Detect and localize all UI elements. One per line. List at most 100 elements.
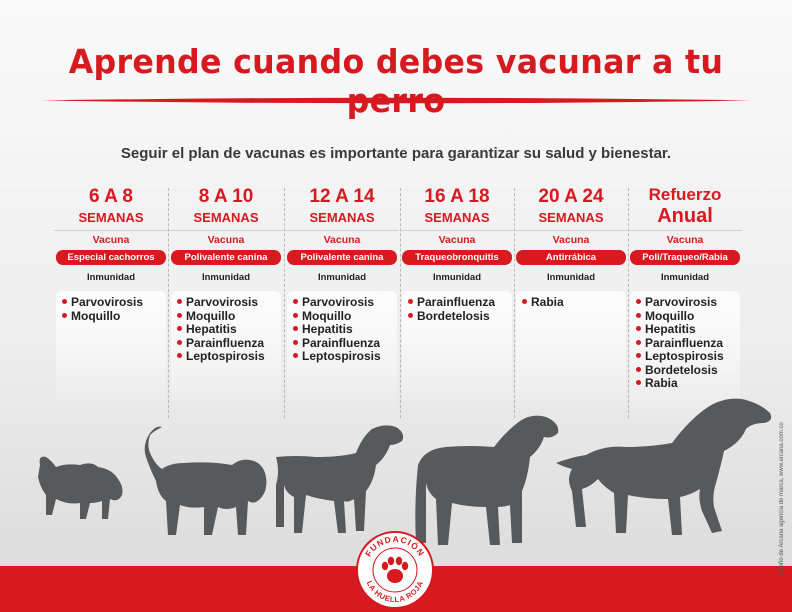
schedule-column-12-14-weeks: 12 A 14 SEMANAS Vacuna Polivalente canin… <box>285 186 399 426</box>
disease-item: Moquillo <box>62 309 166 324</box>
bullet-icon <box>177 326 182 331</box>
immunity-panel: Rabia <box>516 291 626 411</box>
immunity-panel: Parvovirosis Moquillo Hepatitis Parainfl… <box>287 291 397 411</box>
bullet-icon <box>636 312 641 318</box>
column-divider <box>628 188 629 418</box>
disease-item: Parainfluenza <box>408 295 512 310</box>
age-unit: SEMANAS <box>424 210 490 225</box>
bullet-icon <box>293 339 298 345</box>
vaccine-label: Vacuna <box>438 234 476 246</box>
age-range: 8 A 10 <box>198 186 254 207</box>
bullet-icon <box>62 299 67 304</box>
disease-item: Bordetelosis <box>636 363 740 378</box>
disease-item: Hepatitis <box>293 322 397 337</box>
schedule-column-6-8-weeks: 6 A 8 SEMANAS Vacuna Especial cachorros … <box>54 186 168 426</box>
disease-item: Parvovirosis <box>62 295 166 310</box>
separator <box>285 230 399 231</box>
vaccine-badge: Traqueobronquitis <box>402 250 512 265</box>
vaccine-label: Vacuna <box>666 234 704 246</box>
disease-item: Parainfluenza <box>636 336 740 351</box>
disease-item: Parvovirosis <box>293 295 397 310</box>
immunity-panel: Parvovirosis Moquillo Hepatitis Parainfl… <box>630 291 740 421</box>
credit-text: Diseño de Arcana agencia de marca, www.a… <box>779 422 785 576</box>
disease-list: Parvovirosis Moquillo Hepatitis Parainfl… <box>177 295 281 364</box>
vaccine-badge: Polivalente canina <box>287 250 397 265</box>
disease-item: Rabia <box>522 295 626 310</box>
age-unit: SEMANAS <box>538 210 604 225</box>
immunity-label: Inmunidad <box>317 272 367 283</box>
age-range: 6 A 8 <box>88 186 133 207</box>
bullet-icon <box>177 339 182 345</box>
vaccine-badge: Antirrábica <box>516 250 626 265</box>
schedule-column-20-24-weeks: 20 A 24 SEMANAS Vacuna Antirrábica Inmun… <box>514 186 628 426</box>
title-underline <box>40 97 752 104</box>
immunity-panel: Parvovirosis Moquillo Hepatitis Parainfl… <box>171 291 281 411</box>
age-unit: SEMANAS <box>78 210 144 225</box>
separator <box>514 230 628 231</box>
disease-list: Parvovirosis Moquillo <box>62 295 166 324</box>
bullet-icon <box>408 299 413 304</box>
disease-list: Parainfluenza Bordetelosis <box>408 295 512 324</box>
disease-item: Moquillo <box>293 309 397 324</box>
disease-list: Parvovirosis Moquillo Hepatitis Parainfl… <box>636 295 740 391</box>
disease-item: Leptospirosis <box>636 349 740 364</box>
foundation-logo: FUNDACIÓN LA HUELLA ROJA <box>356 531 434 609</box>
column-divider <box>514 188 515 418</box>
bullet-icon <box>177 312 182 318</box>
age-range: 16 A 18 <box>424 186 490 207</box>
design-credit: Diseño de Arcana agencia de marca, www.a… <box>779 422 785 576</box>
bullet-icon <box>293 312 298 318</box>
separator <box>400 230 514 231</box>
immunity-label: Inmunidad <box>201 272 251 283</box>
subtitle: Seguir el plan de vacunas es importante … <box>120 145 672 162</box>
bullet-icon <box>293 326 298 331</box>
immunity-label: Inmunidad <box>660 272 710 283</box>
bullet-icon <box>636 366 641 372</box>
beagle-silhouette-icon <box>144 426 267 535</box>
page-title: Aprende cuando debes vacunar a tu perro <box>68 42 724 120</box>
disease-item: Hepatitis <box>636 322 740 337</box>
vaccine-badge: Poli/Traqueo/Rabia <box>630 250 740 265</box>
age-unit: SEMANAS <box>309 210 375 225</box>
disease-list: Parvovirosis Moquillo Hepatitis Parainfl… <box>293 295 397 364</box>
dog-growth-illustration <box>38 398 772 545</box>
vaccine-badge: Polivalente canina <box>171 250 281 265</box>
schedule-column-16-18-weeks: 16 A 18 SEMANAS Vacuna Traqueobronquitis… <box>400 186 514 426</box>
age-range: 20 A 24 <box>538 186 604 207</box>
age-range: 12 A 14 <box>309 186 375 207</box>
bullet-icon <box>408 312 413 318</box>
immunity-label: Inmunidad <box>432 272 482 283</box>
disease-item: Moquillo <box>177 309 281 324</box>
disease-item: Hepatitis <box>177 322 281 337</box>
immunity-label: Inmunidad <box>86 272 136 283</box>
immunity-label: Inmunidad <box>546 272 596 283</box>
age-range: Refuerzo <box>648 185 722 204</box>
column-divider <box>168 188 169 418</box>
bullet-icon <box>636 299 641 304</box>
vaccine-label: Vacuna <box>323 234 361 246</box>
bullet-icon <box>62 312 67 318</box>
schedule-column-annual-booster: Refuerzo Anual Vacuna Poli/Traqueo/Rabia… <box>628 186 742 426</box>
disease-item: Parvovirosis <box>636 295 740 310</box>
vaccine-badge: Especial cachorros <box>56 250 166 265</box>
bullet-icon <box>522 299 527 304</box>
vaccine-label: Vacuna <box>207 234 245 246</box>
disease-list: Rabia <box>522 295 626 310</box>
vaccine-label: Vacuna <box>552 234 590 246</box>
immunity-panel: Parvovirosis Moquillo <box>56 291 166 411</box>
bullet-icon <box>636 380 641 385</box>
column-divider <box>400 188 401 418</box>
puppy-silhouette-icon <box>38 456 123 519</box>
bullet-icon <box>636 339 641 345</box>
bullet-icon <box>177 353 182 358</box>
bullet-icon <box>636 353 641 358</box>
disease-item: Moquillo <box>636 309 740 324</box>
disease-item: Parainfluenza <box>293 336 397 351</box>
disease-item: Bordetelosis <box>408 309 512 324</box>
disease-item: Parainfluenza <box>177 336 281 351</box>
disease-item: Rabia <box>636 376 740 391</box>
bullet-icon <box>177 299 182 304</box>
vaccine-label: Vacuna <box>92 234 130 246</box>
schedule-column-8-10-weeks: 8 A 10 SEMANAS Vacuna Polivalente canina… <box>169 186 283 426</box>
column-divider <box>284 188 285 418</box>
